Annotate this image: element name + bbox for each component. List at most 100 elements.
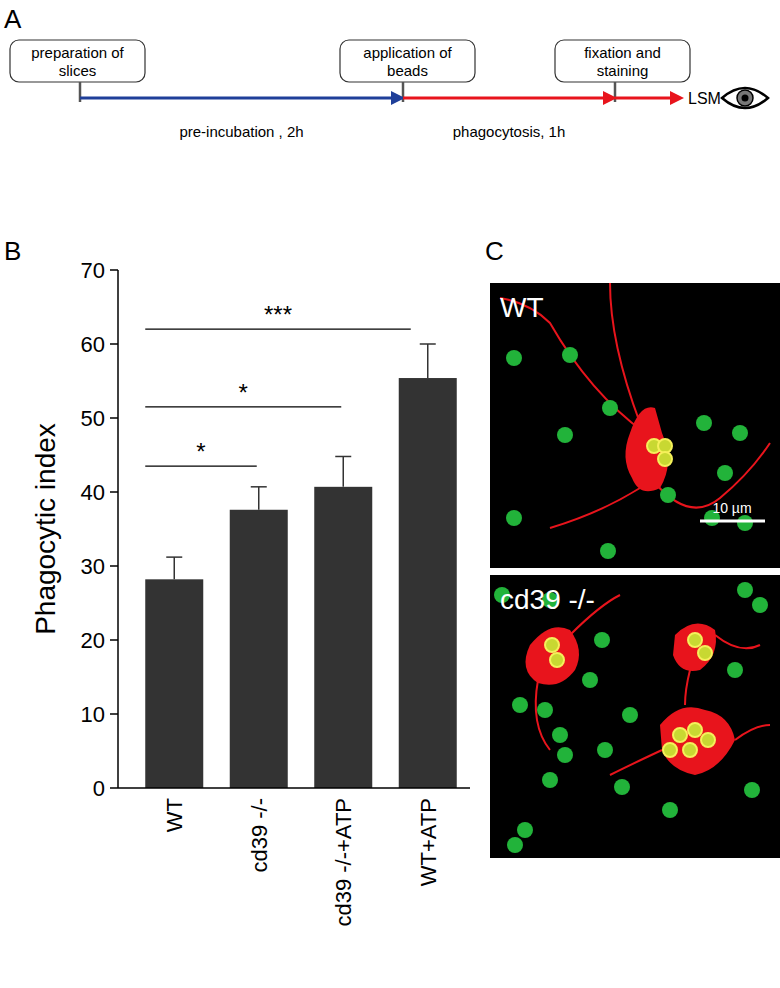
x-tick-label: cd39 -/-+ATP: [331, 798, 356, 927]
cell-process: [550, 488, 640, 528]
phase-line: [615, 97, 672, 100]
bead: [717, 465, 733, 481]
image-background: [490, 283, 780, 568]
engulfed-bead: [550, 653, 564, 667]
eye-iris: [737, 90, 753, 106]
eye-pupil: [742, 95, 749, 102]
y-tick: [110, 565, 118, 567]
image-label: cd39 -/-: [500, 584, 595, 615]
x-tick-label: cd39 -/-: [247, 798, 272, 873]
phase-line: [403, 97, 605, 100]
engulfed-bead: [698, 646, 712, 660]
bead: [660, 487, 676, 503]
y-tick-label: 10: [81, 702, 105, 727]
bead: [614, 779, 630, 795]
panel-label: B: [4, 236, 21, 266]
error-cap: [335, 456, 351, 458]
bead: [552, 727, 568, 743]
scale-bar-label: 10 µm: [712, 500, 751, 516]
phase-arrow: [391, 91, 405, 105]
y-tick: [110, 713, 118, 715]
bar: [314, 487, 372, 788]
engulfed-bead: [683, 743, 697, 757]
y-tick-label: 70: [81, 258, 105, 283]
panel-label: C: [485, 236, 504, 266]
engulfed-bead: [673, 728, 687, 742]
panel-label: A: [4, 4, 22, 34]
microglia-cell: [660, 707, 735, 775]
step-label: application ofbeads: [363, 44, 452, 79]
significance-label: *: [239, 379, 248, 406]
bead: [594, 632, 610, 648]
y-tick-label: 40: [81, 480, 105, 505]
micrograph: cd39 -/-: [490, 575, 780, 858]
bead: [732, 425, 748, 441]
significance-bracket: [145, 465, 257, 466]
engulfed-bead: [658, 452, 672, 466]
y-tick: [110, 639, 118, 641]
step-label: fixation andstaining: [584, 44, 661, 79]
bead: [602, 400, 618, 416]
y-tick: [110, 491, 118, 493]
error-bar: [427, 344, 429, 378]
phase-label: pre-incubation , 2h: [179, 123, 303, 140]
y-axis-title: Phagocytic index: [30, 423, 61, 635]
bead: [562, 347, 578, 363]
phase-arrow: [670, 91, 684, 105]
significance-label: ***: [264, 301, 292, 328]
eye-icon: [722, 88, 768, 108]
y-tick: [110, 269, 118, 271]
x-tick-label: WT: [162, 798, 187, 832]
bead: [506, 510, 522, 526]
engulfed-bead: [688, 723, 702, 737]
bead: [507, 837, 523, 853]
cell-process: [715, 635, 760, 648]
cell-process: [610, 750, 662, 775]
phase-line: [80, 97, 393, 100]
bar: [399, 378, 457, 788]
bead: [737, 515, 753, 531]
y-tick: [110, 343, 118, 345]
engulfed-bead: [658, 439, 672, 453]
bead: [752, 597, 768, 613]
y-tick: [110, 417, 118, 419]
figure: Apreparation ofslices application ofbeads…: [0, 0, 780, 988]
image-label: WT: [500, 292, 544, 323]
y-tick-label: 20: [81, 628, 105, 653]
y-axis: [117, 270, 119, 788]
error-bar: [174, 557, 176, 579]
error-cap: [166, 556, 182, 558]
bead: [517, 822, 533, 838]
step-box: [555, 40, 690, 82]
bead: [542, 772, 558, 788]
error-cap: [420, 343, 436, 345]
bars: [145, 344, 457, 788]
y-tick: [110, 787, 118, 789]
engulfed-bead: [688, 633, 702, 647]
bead: [512, 697, 528, 713]
step-label: preparation ofslices: [31, 44, 124, 79]
step-box: [340, 40, 475, 82]
cell-process: [685, 670, 690, 705]
cell-process: [735, 725, 770, 740]
image-background: [490, 575, 780, 858]
microglia-cell: [673, 624, 716, 671]
bead: [582, 672, 598, 688]
bead: [506, 350, 522, 366]
error-bar: [343, 456, 345, 486]
x-tick-label: WT+ATP: [416, 798, 441, 886]
bead: [622, 707, 638, 723]
y-tick-label: 0: [93, 776, 105, 801]
cell-process: [655, 443, 770, 508]
y-tick-label: 50: [81, 406, 105, 431]
phase-label: phagocytosis, 1h: [453, 123, 566, 140]
x-axis: [118, 787, 470, 789]
phase-arrow: [603, 91, 617, 105]
micrograph: WT 10 µm: [490, 283, 780, 568]
bar: [145, 579, 203, 788]
engulfed-bead: [663, 743, 677, 757]
bar: [230, 510, 288, 788]
error-cap: [251, 486, 267, 488]
bead: [537, 702, 553, 718]
microglia-cell: [526, 627, 580, 685]
